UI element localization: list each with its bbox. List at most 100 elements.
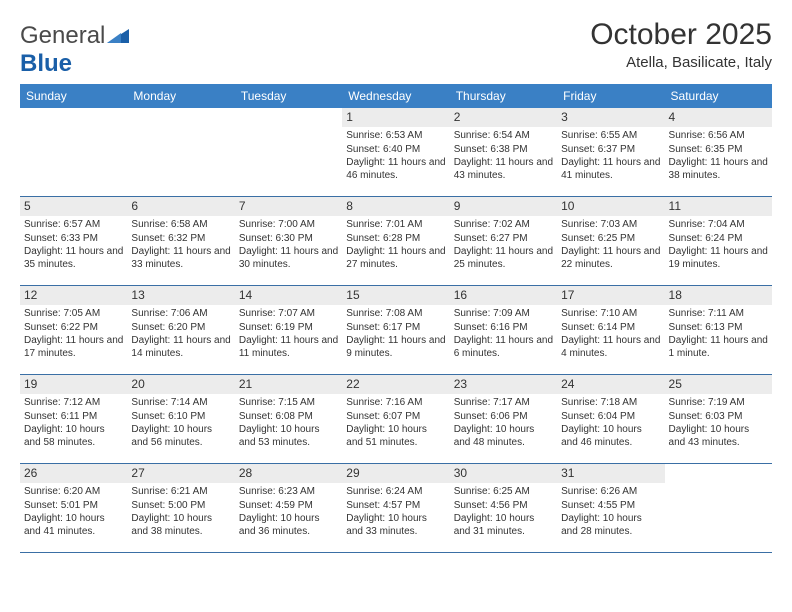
daylight-text: Daylight: 10 hours and 36 minutes. <box>239 513 338 538</box>
day-number: 21 <box>235 375 342 394</box>
day-cell: 24Sunrise: 7:18 AMSunset: 6:04 PMDayligh… <box>557 375 664 463</box>
sunrise-text: Sunrise: 7:16 AM <box>346 397 445 410</box>
daylight-text: Daylight: 11 hours and 30 minutes. <box>239 246 338 271</box>
sunset-text: Sunset: 6:08 PM <box>239 411 338 424</box>
day-cell: 25Sunrise: 7:19 AMSunset: 6:03 PMDayligh… <box>665 375 772 463</box>
month-title: October 2025 <box>590 18 772 52</box>
day-number: 14 <box>235 286 342 305</box>
location-text: Atella, Basilicate, Italy <box>590 54 772 71</box>
sunrise-text: Sunrise: 6:25 AM <box>454 486 553 499</box>
weekday-fri: Friday <box>557 84 664 108</box>
daylight-text: Daylight: 11 hours and 46 minutes. <box>346 157 445 182</box>
daylight-text: Daylight: 10 hours and 28 minutes. <box>561 513 660 538</box>
sunrise-text: Sunrise: 7:08 AM <box>346 308 445 321</box>
day-number: 3 <box>557 108 664 127</box>
sunset-text: Sunset: 6:30 PM <box>239 233 338 246</box>
sunrise-text: Sunrise: 7:03 AM <box>561 219 660 232</box>
daylight-text: Daylight: 11 hours and 43 minutes. <box>454 157 553 182</box>
day-cell: 30Sunrise: 6:25 AMSunset: 4:56 PMDayligh… <box>450 464 557 552</box>
sunrise-text: Sunrise: 7:02 AM <box>454 219 553 232</box>
day-cell: 21Sunrise: 7:15 AMSunset: 6:08 PMDayligh… <box>235 375 342 463</box>
sunset-text: Sunset: 6:17 PM <box>346 322 445 335</box>
daylight-text: Daylight: 10 hours and 53 minutes. <box>239 424 338 449</box>
sunset-text: Sunset: 4:57 PM <box>346 500 445 513</box>
day-cell: 23Sunrise: 7:17 AMSunset: 6:06 PMDayligh… <box>450 375 557 463</box>
sunrise-text: Sunrise: 6:53 AM <box>346 130 445 143</box>
day-cell: 16 Sunrise: 7:09 AMSunset: 6:16 PMDayligh… <box>450 286 557 374</box>
logo-triangle-icon <box>107 22 129 50</box>
day-number: 31 <box>557 464 664 483</box>
weekday-mon: Monday <box>127 84 234 108</box>
weekday-sat: Saturday <box>665 84 772 108</box>
day-cell: 15Sunrise: 7:08 AMSunset: 6:17 PMDayligh… <box>342 286 449 374</box>
sunrise-text: Sunrise: 6:55 AM <box>561 130 660 143</box>
daylight-text: Daylight: 11 hours and 11 minutes. <box>239 335 338 360</box>
day-number: 7 <box>235 197 342 216</box>
daylight-text: Daylight: 11 hours and 19 minutes. <box>669 246 768 271</box>
day-cell: 22Sunrise: 7:16 AMSunset: 6:07 PMDayligh… <box>342 375 449 463</box>
week-row: 12Sunrise: 7:05 AMSunset: 6:22 PMDayligh… <box>20 286 772 375</box>
day-cell <box>235 108 342 196</box>
day-cell <box>20 108 127 196</box>
day-cell: 3Sunrise: 6:55 AMSunset: 6:37 PMDaylight… <box>557 108 664 196</box>
sunset-text: Sunset: 6:07 PM <box>346 411 445 424</box>
sunrise-text: Sunrise: 7:06 AM <box>131 308 230 321</box>
day-number: 5 <box>20 197 127 216</box>
sunset-text: Sunset: 6:38 PM <box>454 144 553 157</box>
sunrise-text: Sunrise: 7:12 AM <box>24 397 123 410</box>
day-cell: 26Sunrise: 6:20 AMSunset: 5:01 PMDayligh… <box>20 464 127 552</box>
daylight-text: Daylight: 11 hours and 9 minutes. <box>346 335 445 360</box>
sunset-text: Sunset: 6:24 PM <box>669 233 768 246</box>
day-cell: 11Sunrise: 7:04 AMSunset: 6:24 PMDayligh… <box>665 197 772 285</box>
day-cell: 2Sunrise: 6:54 AMSunset: 6:38 PMDaylight… <box>450 108 557 196</box>
daylight-text: Daylight: 11 hours and 4 minutes. <box>561 335 660 360</box>
day-cell <box>127 108 234 196</box>
sunset-text: Sunset: 6:22 PM <box>24 322 123 335</box>
day-number: 12 <box>20 286 127 305</box>
sunrise-text: Sunrise: 7:09 AM <box>454 308 553 321</box>
day-cell: 29Sunrise: 6:24 AMSunset: 4:57 PMDayligh… <box>342 464 449 552</box>
day-cell: 28Sunrise: 6:23 AMSunset: 4:59 PMDayligh… <box>235 464 342 552</box>
day-number: 16 <box>450 286 557 305</box>
daylight-text: Daylight: 11 hours and 14 minutes. <box>131 335 230 360</box>
sunrise-text: Sunrise: 7:11 AM <box>669 308 768 321</box>
day-cell: 13Sunrise: 7:06 AMSunset: 6:20 PMDayligh… <box>127 286 234 374</box>
sunset-text: Sunset: 6:03 PM <box>669 411 768 424</box>
weekday-tue: Tuesday <box>235 84 342 108</box>
week-row: 26Sunrise: 6:20 AMSunset: 5:01 PMDayligh… <box>20 464 772 553</box>
sunrise-text: Sunrise: 6:54 AM <box>454 130 553 143</box>
day-number: 23 <box>450 375 557 394</box>
day-number: 13 <box>127 286 234 305</box>
day-number: 11 <box>665 197 772 216</box>
sunrise-text: Sunrise: 7:19 AM <box>669 397 768 410</box>
sunset-text: Sunset: 6:04 PM <box>561 411 660 424</box>
sunrise-text: Sunrise: 6:24 AM <box>346 486 445 499</box>
sunset-text: Sunset: 6:33 PM <box>24 233 123 246</box>
day-cell: 9Sunrise: 7:02 AMSunset: 6:27 PMDaylight… <box>450 197 557 285</box>
sunrise-text: Sunrise: 6:26 AM <box>561 486 660 499</box>
daylight-text: Daylight: 11 hours and 33 minutes. <box>131 246 230 271</box>
day-number: 20 <box>127 375 234 394</box>
sunset-text: Sunset: 6:25 PM <box>561 233 660 246</box>
sunset-text: Sunset: 6:06 PM <box>454 411 553 424</box>
sunrise-text: Sunrise: 7:18 AM <box>561 397 660 410</box>
sunset-text: Sunset: 6:13 PM <box>669 322 768 335</box>
weekday-header-row: Sunday Monday Tuesday Wednesday Thursday… <box>20 84 772 108</box>
calendar-page: General Blue October 2025 Atella, Basili… <box>0 0 792 563</box>
sunrise-text: Sunrise: 6:56 AM <box>669 130 768 143</box>
logo-text: General Blue <box>20 22 129 78</box>
day-number: 8 <box>342 197 449 216</box>
daylight-text: Daylight: 11 hours and 6 minutes. <box>454 335 553 360</box>
daylight-text: Daylight: 10 hours and 46 minutes. <box>561 424 660 449</box>
day-number: 4 <box>665 108 772 127</box>
day-number: 30 <box>450 464 557 483</box>
day-number: 10 <box>557 197 664 216</box>
day-cell: 27Sunrise: 6:21 AMSunset: 5:00 PMDayligh… <box>127 464 234 552</box>
daylight-text: Daylight: 11 hours and 27 minutes. <box>346 246 445 271</box>
day-cell: 1Sunrise: 6:53 AMSunset: 6:40 PMDaylight… <box>342 108 449 196</box>
day-cell <box>665 464 772 552</box>
day-number: 27 <box>127 464 234 483</box>
header-row: General Blue October 2025 Atella, Basili… <box>20 18 772 78</box>
sunset-text: Sunset: 6:16 PM <box>454 322 553 335</box>
sunrise-text: Sunrise: 7:07 AM <box>239 308 338 321</box>
